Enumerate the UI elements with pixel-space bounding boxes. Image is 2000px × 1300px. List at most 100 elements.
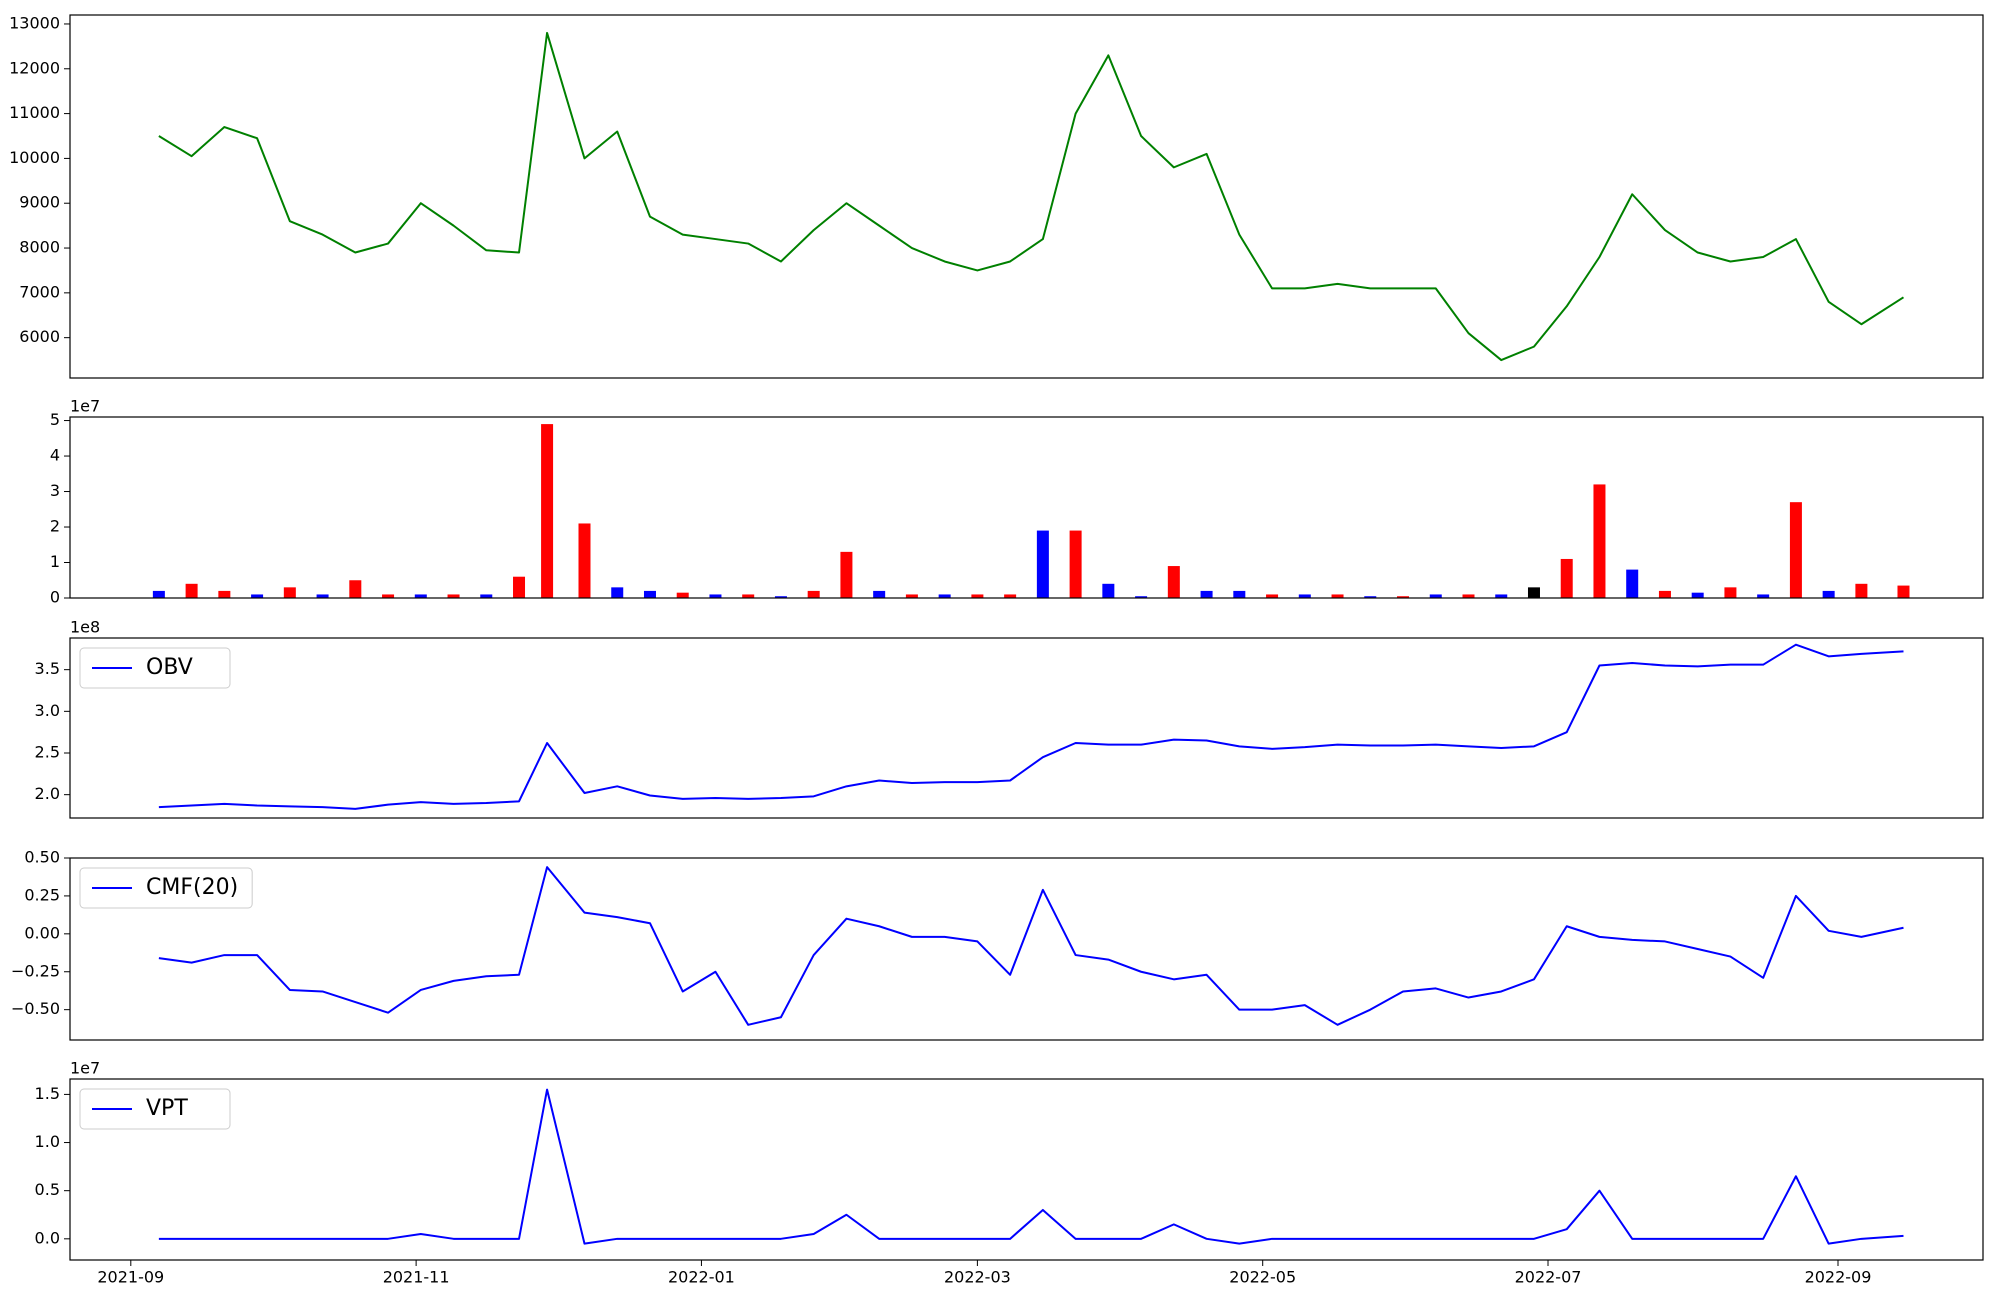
volume-bar — [938, 594, 951, 598]
volume-bar — [905, 594, 918, 598]
x-tick-label: 2021-11 — [383, 1268, 450, 1287]
line-series — [158, 643, 1904, 810]
volume-bar — [742, 594, 755, 598]
volume-bar — [611, 587, 624, 598]
volume-bar — [1167, 566, 1180, 598]
volume-bar — [513, 576, 526, 598]
y-tick-label: 3.5 — [35, 659, 60, 678]
y-tick-label: 2.5 — [35, 743, 60, 762]
volume-bar — [676, 592, 689, 598]
volume-bar — [1397, 596, 1410, 598]
legend-box — [79, 647, 231, 689]
volume-bar — [1200, 590, 1213, 598]
y-tick-label: 1 — [50, 552, 60, 571]
y-tick-label: 0.25 — [24, 885, 60, 904]
legend-label: VPT — [146, 1096, 188, 1121]
y-tick-label: 7000 — [19, 282, 60, 301]
y-tick-label: 6000 — [19, 327, 60, 346]
volume-bar — [1822, 590, 1835, 598]
y-tick-label: 0.50 — [24, 848, 60, 867]
y-tick-label: −0.50 — [11, 999, 60, 1018]
y-tick-label: 2.0 — [35, 784, 60, 803]
y-tick-label: 12000 — [9, 58, 60, 77]
volume-bar — [251, 594, 264, 598]
legend-label: OBV — [146, 655, 193, 680]
volume-bar — [1560, 558, 1573, 598]
volume-bar — [185, 583, 198, 598]
volume-bar — [316, 594, 329, 598]
volume-bar — [1102, 583, 1115, 598]
plot-frame — [69, 857, 1984, 1041]
line-series — [158, 1088, 1904, 1245]
axis-offset-label: 1e8 — [70, 618, 100, 637]
y-tick-label: 9000 — [19, 193, 60, 212]
volume-bar — [1135, 596, 1148, 598]
volume-bar — [218, 590, 231, 598]
volume-bar — [643, 590, 656, 598]
volume-bar — [349, 580, 362, 598]
volume-bar — [807, 590, 820, 598]
y-tick-label: 3 — [50, 481, 60, 500]
volume-bar — [1527, 587, 1540, 598]
volume-bar — [1233, 590, 1246, 598]
volume-bar — [447, 594, 460, 598]
volume-bar — [840, 551, 853, 598]
volume-bar — [709, 594, 722, 598]
volume-bar — [1897, 585, 1910, 598]
y-tick-label: 13000 — [9, 13, 60, 32]
volume-bar — [1724, 587, 1737, 598]
volume-bar — [1298, 594, 1311, 598]
x-tick-label: 2022-09 — [1805, 1268, 1872, 1287]
volume-bar — [1331, 594, 1344, 598]
volume-bar — [1069, 530, 1082, 598]
y-tick-label: 11000 — [9, 103, 60, 122]
volume-bar — [1691, 592, 1704, 598]
x-tick-label: 2021-09 — [97, 1268, 164, 1287]
y-tick-label: 2 — [50, 517, 60, 536]
volume-bar — [1593, 484, 1606, 598]
volume-bar — [382, 594, 395, 598]
x-tick-label: 2022-03 — [944, 1268, 1011, 1287]
plot-frame — [69, 14, 1984, 379]
volume-bar — [152, 590, 165, 598]
volume-bar — [1004, 594, 1017, 598]
plot-frame — [69, 637, 1984, 819]
volume-bar — [1036, 530, 1049, 598]
y-tick-label: 0.0 — [35, 1228, 60, 1247]
x-tick-label: 2022-01 — [668, 1268, 735, 1287]
volume-bar — [1757, 594, 1770, 598]
volume-bar — [1658, 590, 1671, 598]
y-tick-label: 5 — [50, 410, 60, 429]
volume-bar — [1855, 583, 1868, 598]
y-tick-label: 1.0 — [35, 1132, 60, 1151]
y-tick-label: 8000 — [19, 238, 60, 257]
volume-bar — [873, 590, 886, 598]
x-tick-label: 2022-05 — [1229, 1268, 1296, 1287]
plot-frame — [69, 416, 1984, 599]
volume-bar — [283, 587, 296, 598]
legend-box — [79, 867, 253, 909]
y-tick-label: 3.0 — [35, 701, 60, 720]
y-tick-label: 10000 — [9, 148, 60, 167]
y-tick-label: −0.25 — [11, 961, 60, 980]
plot-frame — [69, 1078, 1984, 1261]
legend-label: CMF(20) — [146, 875, 238, 900]
volume-bar — [541, 424, 554, 598]
y-tick-label: 4 — [50, 446, 60, 465]
line-series — [158, 866, 1904, 1026]
line-series — [158, 31, 1905, 362]
volume-bar — [774, 596, 787, 598]
volume-bar — [1495, 594, 1508, 598]
axis-offset-label: 1e7 — [70, 1059, 100, 1078]
y-tick-label: 0.00 — [24, 923, 60, 942]
volume-bar — [1626, 569, 1639, 598]
volume-bar — [1462, 594, 1475, 598]
legend-box — [79, 1088, 231, 1130]
volume-bar — [1789, 502, 1802, 598]
axis-offset-label: 1e7 — [70, 397, 100, 416]
y-tick-label: 0 — [50, 588, 60, 607]
y-tick-label: 1.5 — [35, 1084, 60, 1103]
volume-bar — [971, 594, 984, 598]
